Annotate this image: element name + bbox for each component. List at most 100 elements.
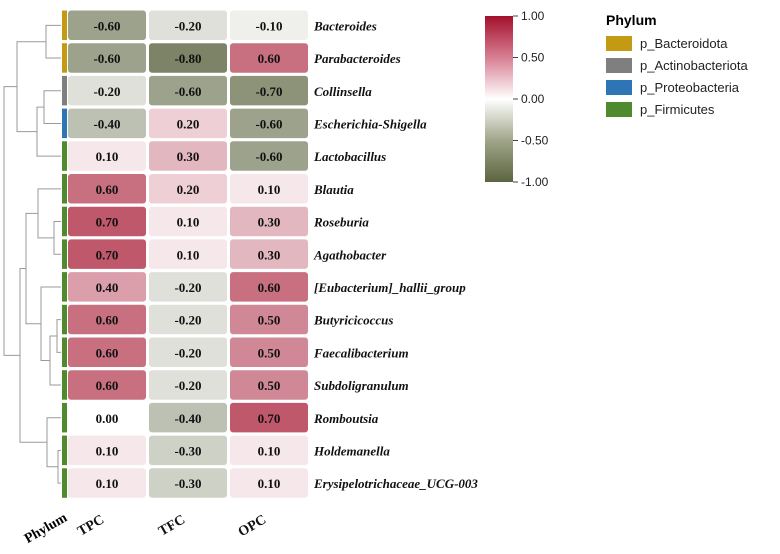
cell-value-label: -0.60 [255,116,282,131]
legend-swatch [606,58,632,73]
heatmap-cell [68,402,146,433]
cell-value-label: -0.70 [255,84,282,99]
heatmap-cell [230,304,308,335]
taxon-label: Bacteroides [313,18,377,33]
taxon-label: Blautia [313,182,354,197]
heatmap-cell [68,468,146,498]
cell-value-label: -0.20 [174,313,201,328]
colorbar-tick-label: 0.50 [521,51,545,65]
taxon-label: Lactobacillus [313,149,386,164]
legend-swatch [606,36,632,51]
heatmap-cell [149,10,227,40]
dendrogram-branch [16,41,46,133]
cell-value-label: 0.10 [96,476,119,491]
phylum-annotation-bars [62,10,67,498]
heatmap-cell [149,75,227,106]
heatmap-cell [149,141,227,171]
dendrogram-branch [19,268,47,443]
cell-value-label: -0.60 [93,18,120,33]
taxon-label: Romboutsia [313,411,379,426]
dendrogram-branch [37,188,61,239]
legend-label: p_Firmicutes [640,102,715,117]
phylum-bar [62,304,67,335]
heatmap-cell [149,337,227,367]
heatmap-cell [230,337,308,367]
heatmap-cell [68,206,146,237]
heatmap-cell [230,370,308,400]
cell-value-label: 0.10 [96,149,119,164]
taxon-label: [Eubacterium]_hallii_group [314,280,466,295]
heatmap-cell [230,239,308,269]
cell-value-label: -0.30 [174,443,201,458]
heatmap-cell [68,304,146,335]
dendrogram-branch [40,286,61,362]
heatmap-cell [230,108,308,139]
cell-value-label: -0.20 [174,378,201,393]
phylum-bar [62,337,67,367]
phylum-bar [62,43,67,73]
heatmap-cell [230,272,308,302]
heatmap-cell [230,402,308,433]
taxon-label: Holdemanella [313,443,390,458]
cell-value-label: -0.10 [255,18,282,33]
taxon-label: Collinsella [314,84,372,99]
heatmap-cell [149,206,227,237]
phylum-bar [62,141,67,171]
cell-value-label: -0.20 [174,345,201,360]
cell-value-label: 0.50 [258,313,281,328]
cell-value-label: -0.40 [174,411,201,426]
heatmap-cell [68,174,146,204]
dendrogram-branch [53,221,61,255]
colorbar: 1.00 0.50 0.00 -0.50 -1.00 [485,9,549,189]
cell-value-label: 0.10 [177,247,200,262]
heatmap-cell [68,10,146,40]
cell-value-label: 0.60 [258,51,281,66]
heatmap-cell [68,239,146,269]
heatmap-cell [68,108,146,139]
dendrogram-branch [46,417,61,468]
phylum-bar [62,370,67,400]
legend-swatch [606,102,632,117]
taxon-label: Subdoligranulum [314,378,409,393]
taxon-label: Faecalibacterium [313,345,409,360]
dendrogram-branch [45,24,61,59]
legend-label: p_Bacteroidota [640,36,728,51]
heatmap-cell [230,10,308,40]
cell-value-label: 0.20 [177,182,200,197]
dendrogram-branch [57,449,61,484]
dendrogram-branch [43,90,61,124]
row-dendrogram [3,24,61,484]
heatmap-cell [230,141,308,171]
phylum-bar [62,206,67,237]
colorbar-tick-label: -0.50 [521,134,549,148]
cell-value-label: 0.10 [258,476,281,491]
phylum-bar [62,402,67,433]
dendrogram-branch [56,319,61,353]
cell-value-label: -0.80 [174,51,201,66]
dendrogram-branch [36,106,61,157]
cell-value-label: 0.60 [96,345,119,360]
cell-value-label: 0.60 [96,182,119,197]
heatmap-cell [68,435,146,466]
cell-value-label: -0.30 [174,476,201,491]
heatmap-cell [230,435,308,466]
taxon-labels: Bacteroides Parabacteroides Collinsella Esc… [313,18,478,491]
phylum-legend-title: Phylum [606,12,657,28]
legend-swatch [606,80,632,95]
cell-value-label: 0.10 [258,443,281,458]
heatmap-cell [149,370,227,400]
colorbar-tick-label: 1.00 [521,9,545,23]
cell-value-label: 0.60 [96,378,119,393]
heatmap-cell [149,402,227,433]
phylum-bar [62,272,67,302]
heatmap-cell [149,304,227,335]
colorbar-tick-label: -1.00 [521,175,549,189]
colorbar-tick-label: 0.00 [521,92,545,106]
cell-value-label: 0.10 [177,215,200,230]
phylum-bar [62,108,67,139]
heatmap-cell [149,239,227,269]
heatmap-cell [68,43,146,73]
column-labels: Phylum TPC TFC OPC [22,510,269,546]
heatmap-cell [230,468,308,498]
